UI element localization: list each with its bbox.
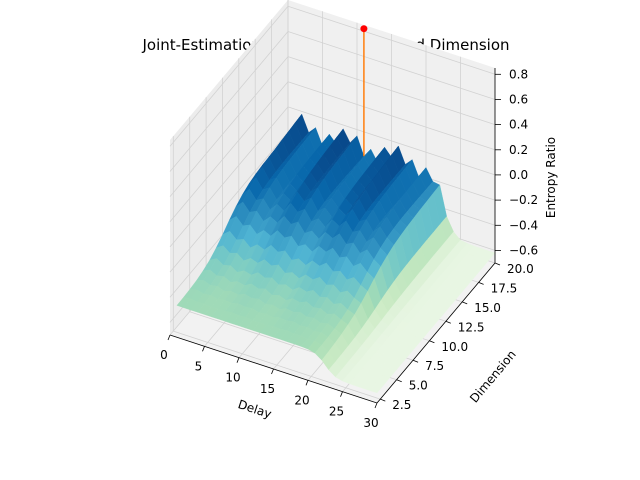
x-tick <box>202 346 205 352</box>
y-tick-label: 15.0 <box>474 301 501 315</box>
z-tick-label: 0.4 <box>509 118 528 132</box>
grid-line <box>287 106 496 176</box>
x-tick-label: 25 <box>329 405 344 419</box>
grid-line <box>169 81 289 223</box>
x-tick <box>305 380 309 386</box>
grid-line <box>287 81 496 151</box>
axes: 0 5 10 15 20 25 30 2.5 5.0 7.5 10.0 12.5 15.0 17.5 20.… <box>160 67 538 430</box>
grid-line <box>173 330 381 400</box>
grid-line <box>169 31 289 172</box>
z-tick-label: −0.6 <box>509 243 538 257</box>
optimum-point <box>360 25 368 33</box>
grid-line <box>169 131 289 273</box>
x-tick <box>271 368 274 375</box>
x-tick-label: 0 <box>160 348 168 362</box>
x-tick <box>340 391 343 397</box>
surface-patch <box>369 382 384 394</box>
y-axis-line <box>376 262 496 404</box>
z-tick-label: 0.0 <box>509 168 528 182</box>
z-tick-label: −0.2 <box>509 193 538 207</box>
y-tick-label: 10.0 <box>441 340 468 354</box>
optimum-marker-group <box>360 25 368 157</box>
y-tick <box>429 340 435 344</box>
y-tick <box>494 262 501 266</box>
y-tick <box>445 320 451 324</box>
y-tick-label: 5.0 <box>409 379 428 393</box>
x-tick <box>167 334 171 341</box>
z-tick-label: −0.4 <box>509 218 538 232</box>
grid-line <box>287 56 496 125</box>
x-tick-label: 30 <box>363 416 378 430</box>
x-axis-label: Delay <box>236 397 273 421</box>
y-tick-label: 2.5 <box>392 398 411 412</box>
y-tick-label: 7.5 <box>425 359 444 373</box>
grid-line <box>287 5 496 75</box>
y-tick <box>412 359 419 363</box>
y-tick-label: 12.5 <box>458 320 485 334</box>
x-tick-label: 5 <box>195 359 203 373</box>
y-axis-label: Dimension <box>467 347 519 405</box>
grid-line <box>287 31 496 100</box>
grid-line <box>169 106 289 248</box>
y-tick <box>478 282 484 285</box>
x-tick <box>374 402 378 409</box>
z-tick-label: 0.2 <box>509 143 528 157</box>
y-tick <box>462 301 468 305</box>
x-tick-label: 15 <box>260 382 275 396</box>
grid-line <box>169 6 289 147</box>
y-tick <box>380 398 386 402</box>
grid-line <box>169 56 289 197</box>
z-tick-label: 0.6 <box>509 93 528 107</box>
x-tick-label: 20 <box>294 393 309 407</box>
surface-mesh <box>176 113 496 394</box>
y-tick <box>396 379 402 383</box>
y-tick-label: 17.5 <box>491 281 518 295</box>
y-tick-label: 20.0 <box>507 262 534 276</box>
x-tick-label: 10 <box>225 371 240 385</box>
z-tick-label: 0.8 <box>509 67 528 81</box>
left-pane <box>170 0 288 335</box>
z-axis-label: Entropy Ratio <box>544 137 558 218</box>
x-tick <box>236 357 240 363</box>
